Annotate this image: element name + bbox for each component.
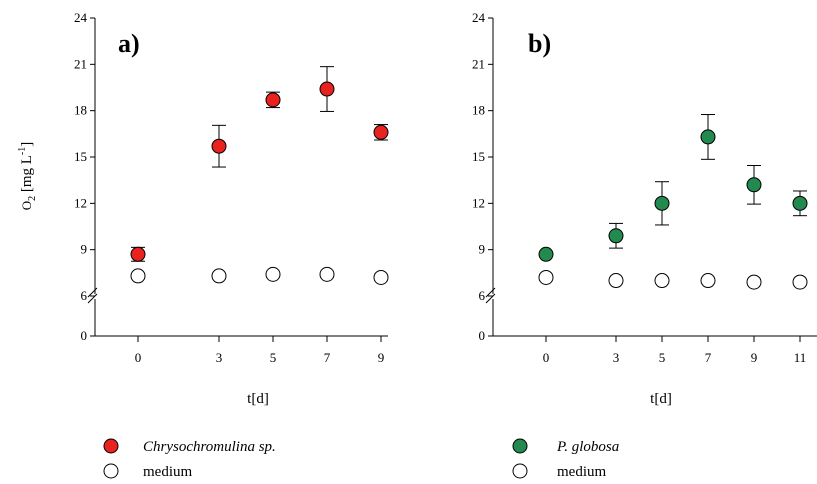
chart-panel-1: 0 6 9 12 15 18 21 24 0 3 5 7 9 t[d] a) Chrysochromulina… (74, 10, 389, 480)
y-tick-label: 12 (472, 195, 485, 210)
data-point-medium (654, 273, 670, 289)
legend-marker (103, 463, 119, 479)
chart-panel-2: 0 6 9 12 15 18 21 24 0 3 5 7 9 11 t[d] b) P. globosa medi… (472, 10, 817, 480)
y-tick-label: 6 (81, 288, 88, 303)
y-tick-label: 21 (472, 56, 485, 71)
y-tick-label: 18 (472, 103, 485, 118)
legend-marker (512, 463, 528, 479)
data-point-sample (608, 228, 624, 244)
y-tick-label: 0 (479, 328, 486, 343)
x-axis-label: t[d] (650, 391, 672, 407)
data-point-sample (654, 195, 670, 211)
data-point-medium (265, 266, 281, 282)
x-tick-label: 11 (794, 350, 807, 365)
legend-entry-label: P. globosa (556, 439, 619, 455)
legend-entry-label: medium (143, 464, 192, 480)
data-point-medium (608, 273, 624, 289)
x-tick-label: 9 (751, 350, 758, 365)
x-tick-label: 0 (543, 350, 550, 365)
axis-break-mark (87, 293, 98, 304)
data-point-medium (319, 266, 335, 282)
data-point-sample (373, 124, 389, 140)
x-tick-label: 9 (378, 350, 385, 365)
y-tick-label: 6 (479, 288, 486, 303)
panel-label: a) (118, 29, 140, 58)
y-tick-label: 15 (74, 149, 87, 164)
legend-marker (103, 438, 119, 454)
data-point-medium (538, 269, 554, 285)
data-point-medium (700, 273, 716, 289)
x-tick-label: 0 (135, 350, 142, 365)
data-point-sample (538, 246, 554, 262)
data-point-sample (265, 92, 281, 108)
legend-marker (512, 438, 528, 454)
data-point-medium (130, 268, 146, 284)
data-point-sample (746, 177, 762, 193)
y-tick-label: 9 (479, 242, 486, 257)
y-axis-label: O2 [mg L-1] (17, 142, 38, 211)
y-tick-label: 12 (74, 195, 87, 210)
axis-break-mark (87, 287, 98, 298)
x-tick-label: 3 (216, 350, 223, 365)
y-tick-label: 15 (472, 149, 485, 164)
x-tick-label: 7 (705, 350, 712, 365)
data-point-sample (130, 246, 146, 262)
x-axis-label: t[d] (247, 391, 269, 407)
legend-entry-label: Chrysochromulina sp. (143, 439, 276, 455)
y-tick-label: 18 (74, 103, 87, 118)
y-tick-label: 9 (81, 242, 88, 257)
data-point-medium (373, 269, 389, 285)
y-tick-label: 0 (81, 328, 88, 343)
data-point-sample (792, 195, 808, 211)
y-tick-label: 24 (74, 10, 88, 25)
data-point-medium (746, 274, 762, 290)
data-point-medium (211, 268, 227, 284)
data-point-sample (211, 138, 227, 154)
data-point-sample (319, 81, 335, 97)
axis-break-mark (485, 293, 496, 304)
panel-label: b) (528, 29, 551, 58)
legend-entry-label: medium (557, 464, 606, 480)
x-tick-label: 5 (659, 350, 666, 365)
data-point-sample (700, 129, 716, 145)
data-point-medium (792, 274, 808, 290)
x-tick-label: 3 (613, 350, 620, 365)
y-tick-label: 21 (74, 56, 87, 71)
y-tick-label: 24 (472, 10, 486, 25)
axis-break-mark (485, 287, 496, 298)
x-tick-label: 5 (270, 350, 277, 365)
x-tick-label: 7 (324, 350, 331, 365)
